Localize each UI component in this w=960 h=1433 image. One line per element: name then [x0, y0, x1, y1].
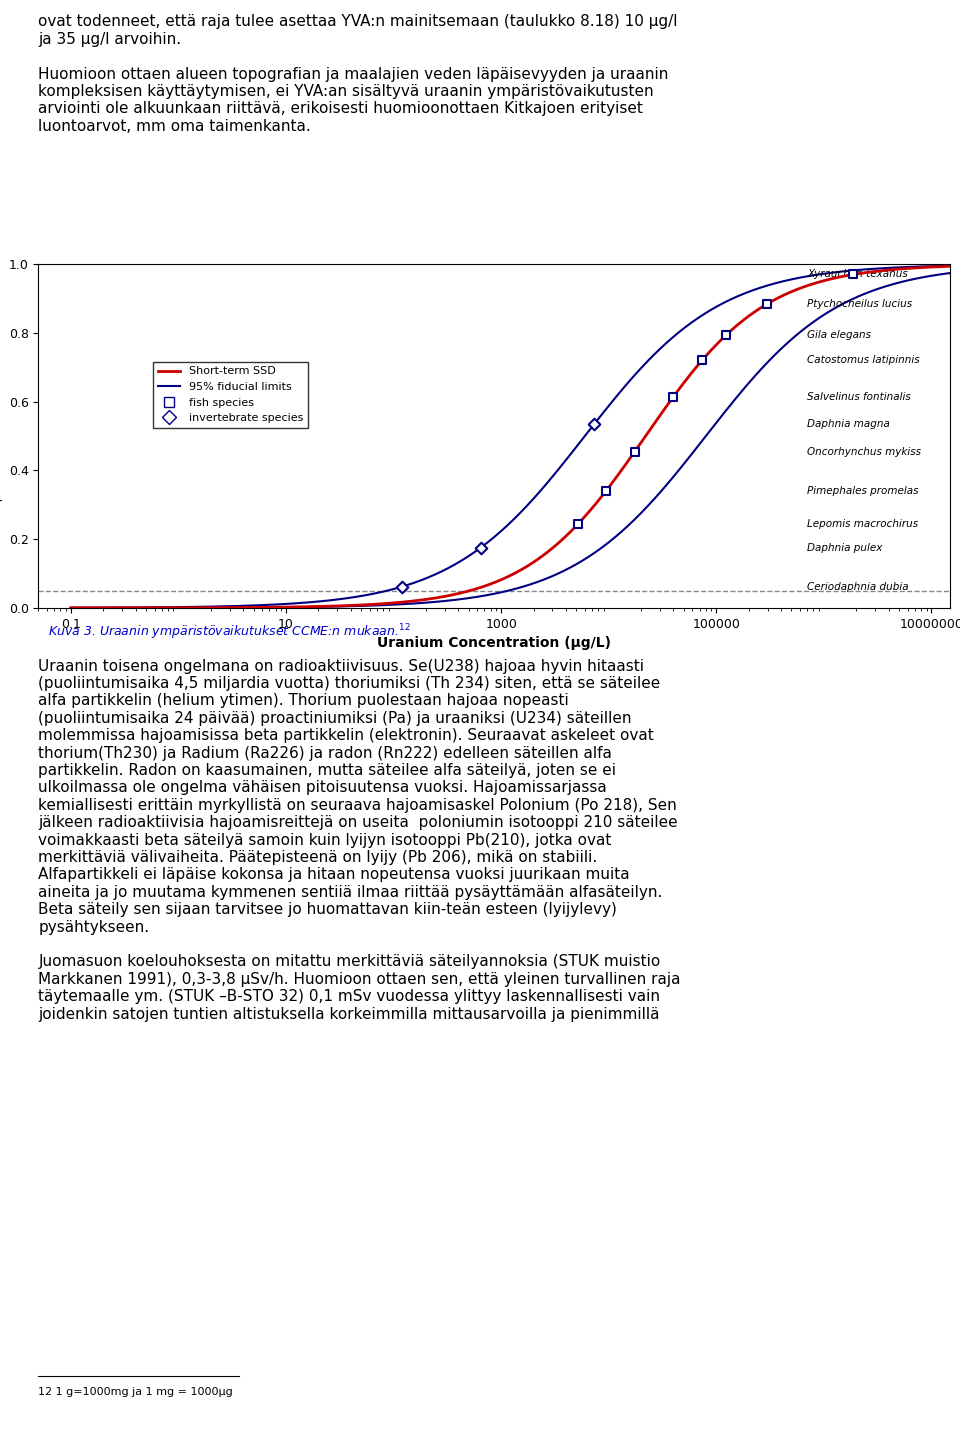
Point	[599, 480, 614, 503]
Text: Ptychocheilus lucius: Ptychocheilus lucius	[807, 298, 912, 308]
Text: Uraanin toisena ongelmana on radioaktiivisuus. Se(U238) hajoaa hyvin hitaasti
(p: Uraanin toisena ongelmana on radioaktiiv…	[38, 659, 681, 1022]
Text: Daphnia magna: Daphnia magna	[807, 418, 890, 428]
Text: Catostomus latipinnis: Catostomus latipinnis	[807, 355, 920, 365]
Point	[395, 575, 410, 598]
Text: Daphnia pulex: Daphnia pulex	[807, 543, 882, 553]
Text: Oncorhynchus mykiss: Oncorhynchus mykiss	[807, 447, 922, 457]
Point	[759, 292, 775, 315]
Text: Pimephales promelas: Pimephales promelas	[807, 486, 919, 496]
Point	[665, 385, 681, 408]
Text: Lepomis macrochirus: Lepomis macrochirus	[807, 519, 919, 529]
X-axis label: Uranium Concentration (μg/L): Uranium Concentration (μg/L)	[377, 636, 612, 651]
Text: Salvelinus fontinalis: Salvelinus fontinalis	[807, 391, 911, 401]
Point	[627, 440, 642, 463]
Point	[718, 324, 733, 347]
Point	[846, 264, 861, 287]
Point	[587, 413, 602, 436]
Legend: Short-term SSD, 95% fiducial limits, fish species, invertebrate species: Short-term SSD, 95% fiducial limits, fis…	[154, 363, 308, 427]
Text: Ceriodaphnia dubia: Ceriodaphnia dubia	[807, 582, 909, 592]
Point	[695, 350, 710, 373]
Text: Xyrauchen texanus: Xyrauchen texanus	[807, 269, 908, 279]
Text: Kuva 3. Uraanin ympäristövaikutukset CCME:n mukaan.$^{12}$: Kuva 3. Uraanin ympäristövaikutukset CCM…	[47, 622, 410, 642]
Text: Gila elegans: Gila elegans	[807, 330, 872, 340]
Point	[570, 512, 586, 535]
Point	[473, 536, 489, 559]
Y-axis label: Proportion of Taxa Affected: Proportion of Taxa Affected	[0, 351, 3, 520]
Text: 12 1 g=1000mg ja 1 mg = 1000μg: 12 1 g=1000mg ja 1 mg = 1000μg	[38, 1387, 233, 1397]
Text: ovat todenneet, että raja tulee asettaa YVA:n mainitsemaan (taulukko 8.18) 10 μg: ovat todenneet, että raja tulee asettaa …	[38, 14, 678, 133]
